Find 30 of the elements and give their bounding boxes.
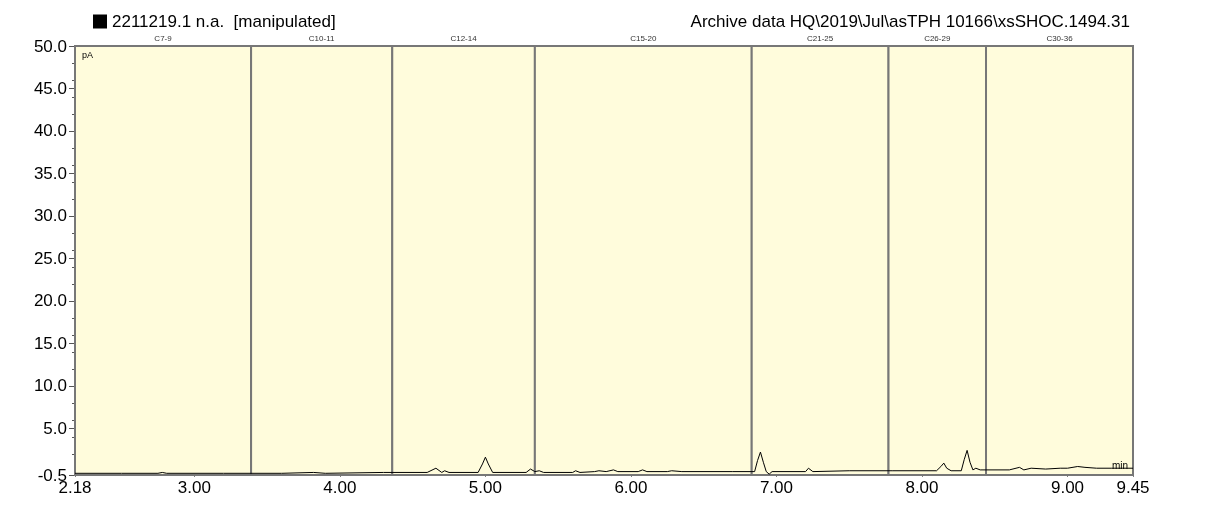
line-series xyxy=(74,449,1134,475)
x-tick-label: 4.00 xyxy=(323,478,357,497)
chart-title: Archive data HQ\2019\Jul\asTPH 10166\xsSHOC.1494.31 xyxy=(690,12,1130,31)
x-axis-title: min xyxy=(1111,459,1129,471)
band-label: C30-36 xyxy=(1046,33,1074,43)
y-tick-label: 50.0 xyxy=(33,36,67,56)
y-tick-label: 15.0 xyxy=(33,333,67,353)
legend-label: 2211219.1 n.a. [manipulated] xyxy=(112,12,336,31)
y-tick-label: 10.0 xyxy=(33,376,67,396)
y-axis-title: pA xyxy=(82,49,94,60)
band-label: C10-11 xyxy=(308,33,336,43)
band-label: C21-25 xyxy=(806,33,834,43)
band-label: C26-29 xyxy=(924,33,951,43)
x-tick-label: 9.45 xyxy=(1116,478,1150,497)
y-tick-label: 35.0 xyxy=(33,163,67,183)
band-label: C12-14 xyxy=(450,33,478,43)
y-tick-label: 30.0 xyxy=(33,206,67,226)
x-tick-label: 5.00 xyxy=(468,478,502,497)
x-tick-label: 9.00 xyxy=(1050,478,1085,497)
band-label: C7-9 xyxy=(154,33,173,43)
y-tick-label: 20.0 xyxy=(33,291,67,311)
x-tick-label: 6.00 xyxy=(614,478,648,497)
band-label: C15-20 xyxy=(630,33,657,43)
x-tick-label: 7.00 xyxy=(759,478,793,497)
x-tick-label: 8.00 xyxy=(905,478,939,497)
x-tick-label: 3.00 xyxy=(177,478,211,497)
y-tick-label: 5.0 xyxy=(43,418,67,438)
y-tick-label: 25.0 xyxy=(33,248,67,268)
y-tick-label: 40.0 xyxy=(33,121,67,141)
y-tick-label: 45.0 xyxy=(33,78,67,98)
